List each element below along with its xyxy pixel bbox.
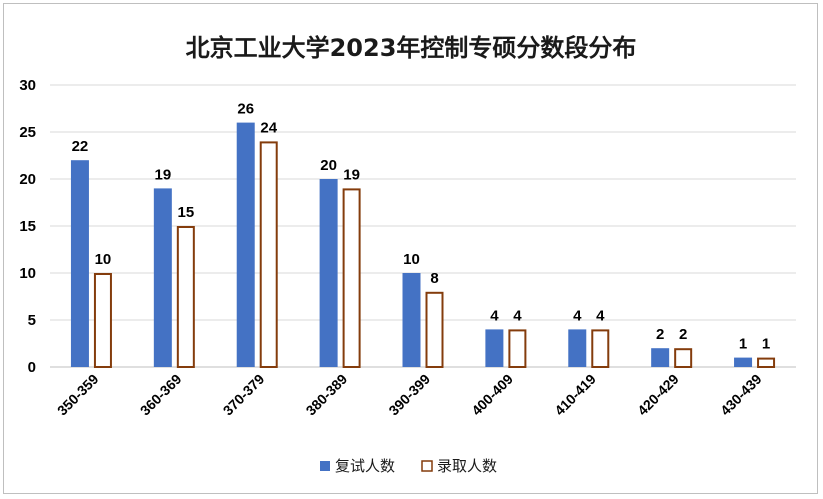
data-label-reexam: 4 xyxy=(573,307,582,324)
y-tick-label: 0 xyxy=(28,359,36,376)
watermark: 知乎 @BUFF控制工程考研 xyxy=(531,456,733,476)
bar-reexam xyxy=(568,329,587,367)
bar-reexam xyxy=(734,357,753,367)
data-label-admitted: 1 xyxy=(762,336,770,353)
bar-admitted xyxy=(508,329,527,368)
bar-reexam xyxy=(651,348,670,367)
bar-reexam xyxy=(70,160,89,367)
data-label-reexam: 22 xyxy=(72,138,89,155)
data-label-admitted: 15 xyxy=(177,204,194,221)
x-tick-label: 400-409 xyxy=(468,371,516,419)
legend-swatch-reexam xyxy=(320,461,330,471)
bar-admitted xyxy=(591,329,610,368)
x-axis-ticks: 350-359 360-369 370-379 380-389 390-399 400-4… xyxy=(54,371,765,419)
data-label-reexam: 26 xyxy=(237,101,254,118)
y-tick-label: 10 xyxy=(19,265,36,282)
x-tick-label: 360-369 xyxy=(137,371,185,419)
bar-admitted xyxy=(342,188,361,368)
data-label-admitted: 4 xyxy=(596,307,605,324)
x-tick-label: 350-359 xyxy=(54,371,102,419)
data-label-admitted: 2 xyxy=(679,326,687,343)
data-label-admitted: 8 xyxy=(430,270,438,287)
chart-title: 北京工业大学2023年控制专硕分数段分布 xyxy=(186,34,637,62)
bar-reexam xyxy=(236,122,255,367)
data-label-reexam: 1 xyxy=(739,336,747,353)
bar-admitted xyxy=(176,226,195,368)
bar-admitted xyxy=(425,291,444,368)
y-tick-label: 5 xyxy=(28,312,36,329)
legend-label-admitted: 录取人数 xyxy=(437,457,497,475)
y-tick-label: 30 xyxy=(19,77,36,94)
y-tick-label: 25 xyxy=(19,124,36,141)
legend-label-reexam: 复试人数 xyxy=(335,457,395,475)
bar-admitted xyxy=(674,348,693,369)
x-tick-label: 370-379 xyxy=(220,371,268,419)
chart-frame: 北京工业大学2023年控制专硕分数段分布 0 5 10 15 20 25 30 22 10 19… xyxy=(3,3,818,494)
x-tick-label: 390-399 xyxy=(385,371,433,419)
data-label-reexam: 4 xyxy=(490,307,499,324)
gridlines xyxy=(50,84,796,368)
x-tick-label: 380-389 xyxy=(303,371,351,419)
legend-swatch-admitted xyxy=(421,460,433,472)
bar-admitted xyxy=(757,357,776,369)
y-axis-ticks: 0 5 10 15 20 25 30 xyxy=(19,77,36,376)
bar-chart: 北京工业大学2023年控制专硕分数段分布 0 5 10 15 20 25 30 22 10 19… xyxy=(19,34,796,476)
bars xyxy=(70,122,776,369)
data-label-admitted: 4 xyxy=(513,307,522,324)
x-tick-label: 430-439 xyxy=(717,371,765,419)
data-label-admitted: 19 xyxy=(343,166,360,183)
data-label-admitted: 10 xyxy=(95,251,112,268)
data-label-reexam: 20 xyxy=(320,157,337,174)
bar-admitted xyxy=(93,273,112,368)
y-tick-label: 15 xyxy=(19,218,36,235)
data-label-reexam: 2 xyxy=(656,326,664,343)
bar-reexam xyxy=(319,179,338,367)
x-tick-label: 410-419 xyxy=(551,371,599,419)
x-tick-label: 420-429 xyxy=(634,371,682,419)
bar-reexam xyxy=(485,329,504,367)
data-label-reexam: 10 xyxy=(403,251,420,268)
y-tick-label: 20 xyxy=(19,171,36,188)
bar-reexam xyxy=(153,188,172,367)
bar-reexam xyxy=(402,273,421,367)
bar-admitted xyxy=(259,141,278,368)
data-label-reexam: 19 xyxy=(154,166,171,183)
data-label-admitted: 24 xyxy=(260,119,277,136)
legend: 复试人数 录取人数 xyxy=(320,457,497,475)
